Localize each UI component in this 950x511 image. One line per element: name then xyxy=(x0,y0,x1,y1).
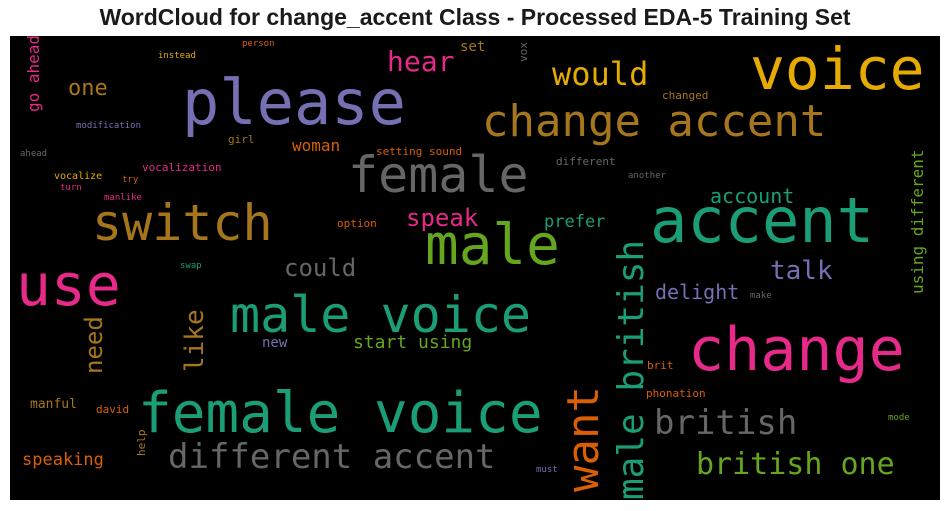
word-please: please xyxy=(182,66,406,139)
chart-title: WordCloud for change_accent Class - Proc… xyxy=(99,4,851,30)
word-male-british: male british xyxy=(611,239,652,500)
word-would: would xyxy=(552,55,649,93)
word-could: could xyxy=(284,254,357,282)
word-make: make xyxy=(750,291,772,301)
word-british: british xyxy=(654,403,798,443)
word-brit: brit xyxy=(647,359,674,372)
word-switch: switch xyxy=(92,194,273,252)
word-try: try xyxy=(122,175,139,185)
word-vocalization: vocalization xyxy=(142,161,222,174)
word-use: use xyxy=(16,251,121,319)
word-manlike: manlike xyxy=(104,193,142,203)
word-vox: vox xyxy=(517,42,530,62)
word-swap: swap xyxy=(180,261,202,271)
word-different-accent: different accent xyxy=(168,437,496,477)
word-changed: changed xyxy=(662,89,709,102)
word-speaking: speaking xyxy=(22,450,104,470)
word-change-accent: change accent xyxy=(482,96,827,147)
word-turn: turn xyxy=(60,183,82,193)
word-help: help xyxy=(135,429,148,457)
word-phonation: phonation xyxy=(646,387,706,400)
word-another: another xyxy=(628,171,666,181)
word-talk: talk xyxy=(770,256,833,286)
word-one: one xyxy=(68,76,108,101)
word-male: male xyxy=(425,213,560,278)
word-british-one: british one xyxy=(696,447,895,482)
word-change: change xyxy=(688,315,905,385)
word-manful: manful xyxy=(30,397,77,412)
word-ahead: ahead xyxy=(20,149,48,159)
word-option: option xyxy=(337,217,377,230)
word-male-voice: male voice xyxy=(230,286,532,344)
word-cloud: voice please change accent female accent swit… xyxy=(10,36,940,500)
word-setting-sound: setting sound xyxy=(376,145,463,158)
word-female: female xyxy=(348,146,529,204)
word-start-using: start using xyxy=(353,332,473,353)
word-new: new xyxy=(262,335,288,351)
word-modification: modification xyxy=(76,121,142,131)
word-mode: mode xyxy=(888,413,910,423)
word-want: want xyxy=(558,386,609,492)
word-female-voice: female voice xyxy=(138,381,543,446)
word-voice: voice xyxy=(750,36,925,103)
word-set: set xyxy=(460,39,486,55)
word-need: need xyxy=(80,316,108,374)
word-like: like xyxy=(180,309,210,372)
word-using-different: using different xyxy=(908,149,927,295)
word-david: david xyxy=(96,403,130,416)
word-delight: delight xyxy=(655,280,740,304)
word-hear: hear xyxy=(387,45,455,78)
word-girl: girl xyxy=(228,133,255,146)
word-account: account xyxy=(710,184,795,208)
word-accent: accent xyxy=(650,184,874,257)
word-go-ahead: go ahead xyxy=(24,36,43,112)
word-speak: speak xyxy=(406,204,479,232)
word-person: person xyxy=(242,39,275,49)
word-woman: woman xyxy=(292,136,341,155)
word-must: must xyxy=(536,465,558,475)
word-instead: instead xyxy=(158,51,196,61)
word-different: different xyxy=(556,155,616,168)
word-prefer: prefer xyxy=(544,212,606,232)
word-vocalize: vocalize xyxy=(54,171,103,182)
